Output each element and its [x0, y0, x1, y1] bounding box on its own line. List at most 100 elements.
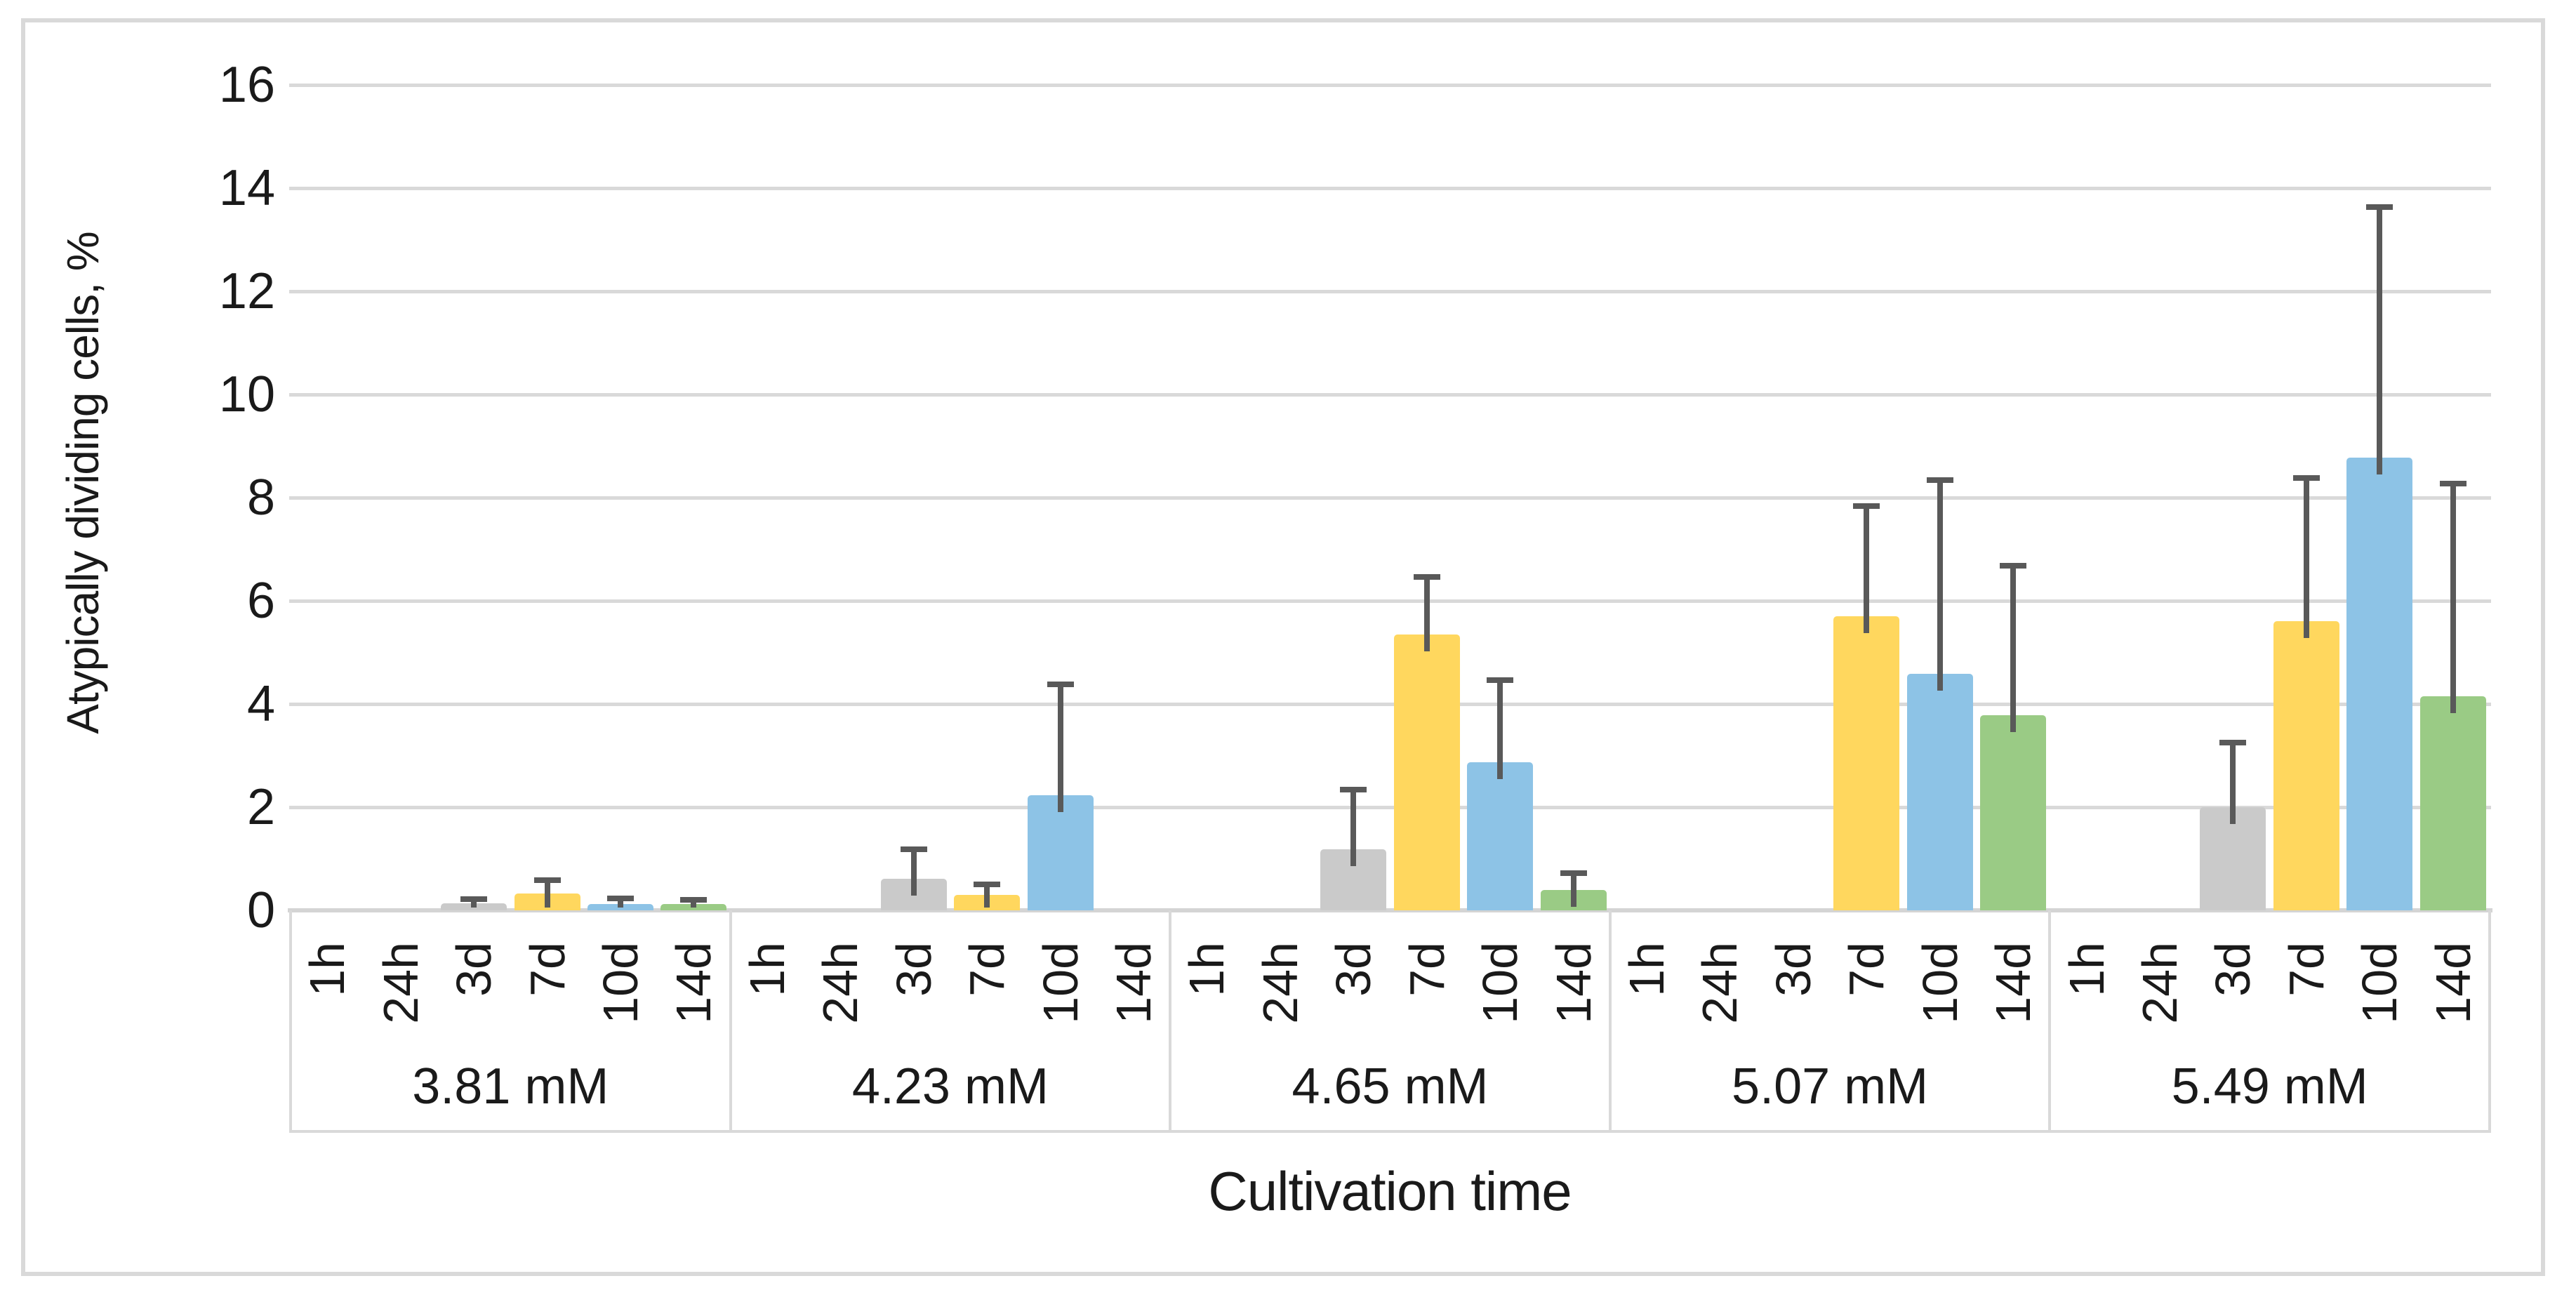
group-label-465mM: 4.65 mM — [1292, 1058, 1489, 1115]
bar-507mM-10d — [1906, 674, 1973, 910]
bar-549mM-3d — [2200, 807, 2266, 910]
category-label-549mM-7d: 7d — [2278, 942, 2334, 997]
category-label-465mM-14d: 14d — [1546, 942, 1601, 1024]
bar-507mM-14d — [1980, 715, 2047, 910]
error-bar-stem-465mM-14d — [1570, 872, 1576, 908]
category-label-465mM-10d: 10d — [1473, 942, 1528, 1024]
x-axis-line — [288, 908, 2492, 912]
group-label-423mM: 4.23 mM — [851, 1058, 1049, 1115]
y-tick-label-10: 10 — [218, 366, 275, 423]
category-label-549mM-3d: 3d — [2205, 942, 2261, 997]
bar-549mM-14d — [2419, 696, 2486, 910]
bar-465mM-7d — [1393, 634, 1460, 910]
gridline-y-10 — [289, 393, 2491, 397]
error-bar-cap-381mM-14d — [680, 896, 708, 903]
category-label-381mM-14d: 14d — [666, 942, 722, 1024]
category-label-381mM-10d: 10d — [592, 942, 648, 1024]
y-tick-label-2: 2 — [246, 779, 275, 835]
category-label-423mM-14d: 14d — [1106, 942, 1161, 1024]
error-bar-stem-381mM-14d — [691, 898, 697, 908]
gridline-y-8 — [289, 496, 2491, 500]
gridline-y-2 — [289, 806, 2491, 809]
error-bar-stem-549mM-3d — [2230, 741, 2236, 824]
x-axis-title: Cultivation time — [1208, 1160, 1572, 1222]
category-label-507mM-14d: 14d — [1986, 942, 2041, 1024]
bar-549mM-10d — [2346, 458, 2413, 910]
category-label-549mM-1h: 1h — [2059, 942, 2114, 997]
category-label-507mM-1h: 1h — [1619, 942, 1675, 997]
error-bar-cap-423mM-10d — [1047, 681, 1074, 687]
y-tick-label-4: 4 — [246, 676, 275, 732]
group-separator-1 — [729, 910, 732, 1133]
category-label-465mM-24h: 24h — [1252, 942, 1308, 1024]
bar-423mM-10d — [1027, 795, 1094, 910]
bar-465mM-10d — [1467, 762, 1534, 910]
category-label-465mM-3d: 3d — [1326, 942, 1381, 997]
group-separator-2 — [1169, 910, 1172, 1133]
error-bar-cap-549mM-3d — [2219, 739, 2247, 745]
error-bar-cap-549mM-7d — [2292, 474, 2320, 481]
error-bar-stem-465mM-3d — [1350, 789, 1357, 866]
label-box-left-border — [289, 910, 292, 1133]
chart-outer-border — [21, 18, 2545, 1276]
group-label-507mM: 5.07 mM — [1732, 1058, 1929, 1115]
error-bar-cap-465mM-3d — [1340, 787, 1367, 793]
error-bar-cap-507mM-14d — [2000, 562, 2027, 569]
error-bar-stem-507mM-7d — [1864, 505, 1870, 634]
y-tick-label-0: 0 — [246, 882, 275, 938]
gridline-y-6 — [289, 599, 2491, 603]
error-bar-cap-381mM-7d — [533, 877, 561, 883]
error-bar-stem-507mM-10d — [1937, 479, 1943, 691]
error-bar-cap-465mM-14d — [1560, 870, 1587, 877]
category-label-381mM-7d: 7d — [519, 942, 575, 997]
error-bar-stem-423mM-3d — [910, 848, 917, 896]
error-bar-stem-423mM-10d — [1057, 683, 1063, 813]
error-bar-cap-549mM-10d — [2366, 204, 2394, 210]
category-label-381mM-24h: 24h — [373, 942, 428, 1024]
y-tick-label-16: 16 — [218, 57, 275, 113]
error-bar-stem-423mM-7d — [984, 883, 990, 908]
category-label-465mM-1h: 1h — [1179, 942, 1235, 997]
y-tick-label-14: 14 — [218, 160, 275, 216]
category-label-507mM-10d: 10d — [1912, 942, 1967, 1024]
category-label-423mM-3d: 3d — [886, 942, 941, 997]
error-bar-cap-507mM-10d — [1926, 477, 1953, 484]
gridline-y-16 — [289, 84, 2491, 87]
category-label-507mM-3d: 3d — [1765, 942, 1821, 997]
y-tick-label-12: 12 — [218, 263, 275, 319]
category-label-381mM-3d: 3d — [446, 942, 502, 997]
y-tick-label-6: 6 — [246, 573, 275, 629]
error-bar-stem-465mM-10d — [1497, 679, 1503, 780]
error-bar-cap-549mM-14d — [2439, 481, 2467, 487]
error-bar-stem-549mM-10d — [2377, 206, 2383, 475]
error-bar-stem-465mM-7d — [1423, 576, 1430, 651]
y-tick-label-8: 8 — [246, 470, 275, 526]
category-label-423mM-7d: 7d — [960, 942, 1015, 997]
group-separator-4 — [2048, 910, 2052, 1133]
gridline-y-4 — [289, 703, 2491, 706]
category-label-465mM-7d: 7d — [1399, 942, 1454, 997]
error-bar-cap-465mM-10d — [1487, 677, 1514, 683]
group-label-381mM: 3.81 mM — [412, 1058, 609, 1115]
category-label-507mM-24h: 24h — [1692, 942, 1748, 1024]
gridline-y-14 — [289, 187, 2491, 190]
error-bar-cap-381mM-3d — [460, 896, 488, 903]
group-label-549mM: 5.49 mM — [2171, 1058, 2368, 1115]
label-box-right-border — [2488, 910, 2491, 1133]
error-bar-cap-423mM-3d — [900, 846, 927, 852]
category-label-423mM-1h: 1h — [739, 942, 795, 997]
y-axis-title: Atypically dividing cells, % — [58, 232, 108, 734]
error-bar-stem-549mM-14d — [2450, 483, 2456, 713]
category-label-549mM-24h: 24h — [2132, 942, 2188, 1024]
label-box-bottom-border — [289, 1130, 2491, 1133]
bar-549mM-7d — [2273, 621, 2339, 910]
category-label-549mM-14d: 14d — [2425, 942, 2481, 1024]
error-bar-stem-381mM-7d — [544, 879, 550, 908]
error-bar-stem-507mM-14d — [2010, 564, 2017, 733]
error-bar-stem-381mM-10d — [617, 897, 623, 908]
error-bar-stem-381mM-3d — [471, 898, 477, 908]
group-separator-3 — [1608, 910, 1612, 1133]
bar-507mM-7d — [1833, 616, 1900, 910]
category-label-381mM-1h: 1h — [300, 942, 355, 997]
